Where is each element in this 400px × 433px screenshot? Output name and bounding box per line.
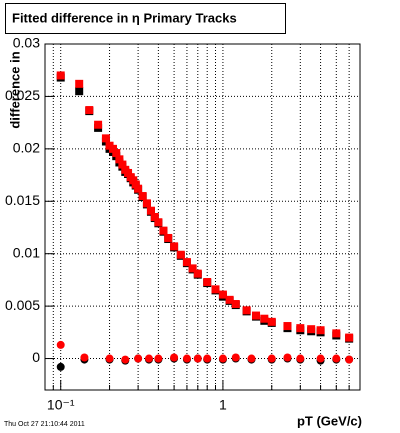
marker: [316, 326, 325, 335]
x-tick-label: 10⁻¹: [47, 397, 75, 413]
marker: [154, 218, 163, 227]
y-tick-label: 0.025: [5, 87, 40, 103]
y-tick-label: 0.03: [13, 35, 40, 51]
marker: [108, 144, 117, 153]
marker: [159, 226, 168, 235]
marker: [203, 354, 212, 363]
marker: [242, 306, 251, 315]
y-tick-label: 0.01: [13, 244, 40, 260]
marker: [296, 354, 305, 363]
marker: [170, 242, 179, 251]
marker: [267, 354, 276, 363]
marker: [332, 329, 341, 338]
marker: [154, 354, 163, 363]
x-axis-label: pT (GeV/c): [297, 413, 362, 428]
marker: [170, 353, 179, 362]
marker: [267, 317, 276, 326]
marker: [188, 264, 197, 273]
marker: [115, 155, 124, 164]
marker: [182, 354, 191, 363]
marker: [75, 87, 84, 96]
marker: [211, 285, 220, 294]
marker: [101, 134, 110, 143]
marker: [129, 176, 138, 185]
title-box: [5, 3, 286, 34]
marker: [124, 168, 133, 177]
marker: [231, 353, 240, 362]
y-tick-label: 0.015: [5, 192, 40, 208]
marker: [164, 233, 173, 242]
y-tick-label: 0: [32, 349, 40, 365]
marker: [144, 354, 153, 363]
marker: [176, 250, 185, 259]
y-tick-label: 0.02: [13, 140, 40, 156]
marker: [182, 258, 191, 267]
marker: [138, 192, 147, 201]
marker: [218, 290, 227, 299]
marker: [150, 213, 159, 221]
marker: [56, 362, 65, 371]
marker: [85, 106, 94, 115]
marker: [94, 120, 103, 129]
marker: [56, 71, 65, 80]
y-tick-label: 0.005: [5, 297, 40, 313]
marker: [75, 79, 84, 88]
y-axis-label: difference in: [7, 51, 22, 128]
marker: [260, 314, 269, 323]
marker: [134, 184, 143, 193]
marker: [231, 300, 240, 309]
x-tick-label: 1: [219, 397, 227, 413]
marker: [247, 354, 256, 363]
marker: [193, 354, 202, 363]
marker: [225, 295, 234, 304]
marker: [146, 206, 155, 215]
marker: [218, 354, 227, 363]
marker: [112, 149, 121, 158]
marker: [332, 354, 341, 363]
chart-title: Fitted difference in η Primary Tracks: [12, 10, 237, 25]
marker: [316, 354, 325, 363]
marker: [118, 160, 127, 169]
marker: [283, 353, 292, 362]
marker: [307, 325, 316, 334]
footer: Thu Oct 27 21:10:44 2011: [4, 421, 85, 428]
marker: [105, 354, 114, 363]
marker: [131, 180, 140, 189]
marker: [80, 353, 89, 362]
marker: [142, 199, 151, 208]
marker: [345, 355, 354, 364]
marker: [296, 324, 305, 333]
marker: [121, 355, 130, 364]
marker: [203, 278, 212, 287]
marker: [252, 311, 261, 320]
marker: [345, 333, 354, 342]
plot-frame: [44, 43, 361, 391]
marker: [134, 354, 143, 363]
marker: [193, 269, 202, 278]
marker: [56, 340, 65, 349]
marker: [283, 322, 292, 331]
